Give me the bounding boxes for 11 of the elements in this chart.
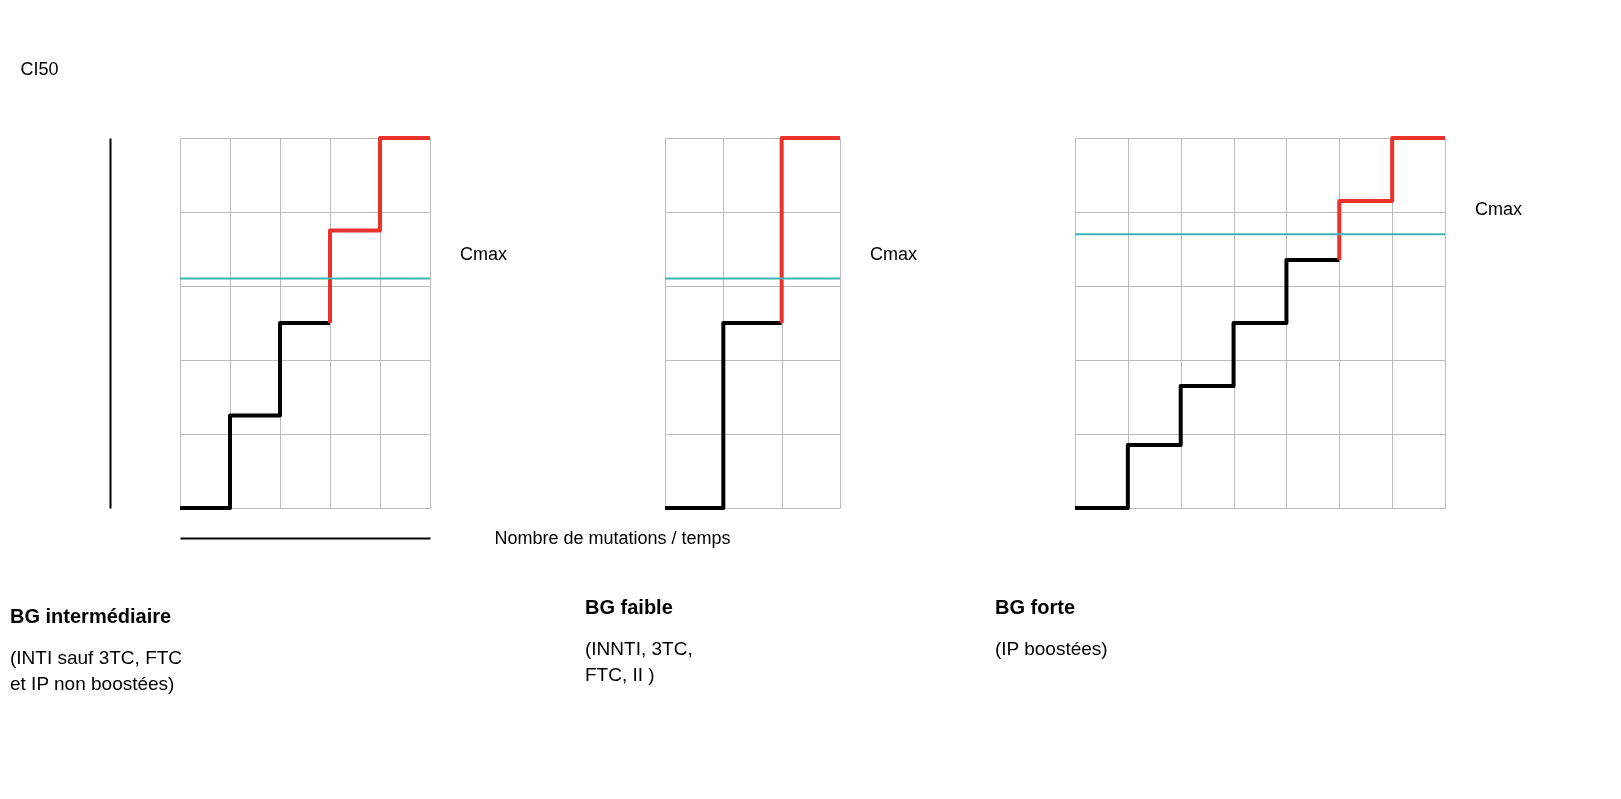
- x-axis-title: Nombre de mutations / temps: [494, 527, 731, 548]
- text: (INTI sauf 3TC, FTC et IP non boostées): [10, 647, 183, 694]
- ref-line-label: Cmax: [870, 243, 918, 264]
- text: BG forte: [995, 596, 1075, 618]
- text: (INNTI, 3TC, FTC, II ): [585, 638, 693, 685]
- text: BG intermédiaire: [10, 605, 172, 627]
- text: (IP boostées): [995, 638, 1108, 659]
- text: BG faible: [585, 596, 673, 618]
- y-axis-title: CI50: [20, 58, 59, 79]
- ref-line-label: Cmax: [1475, 199, 1523, 220]
- ref-line-label: Cmax: [460, 243, 508, 264]
